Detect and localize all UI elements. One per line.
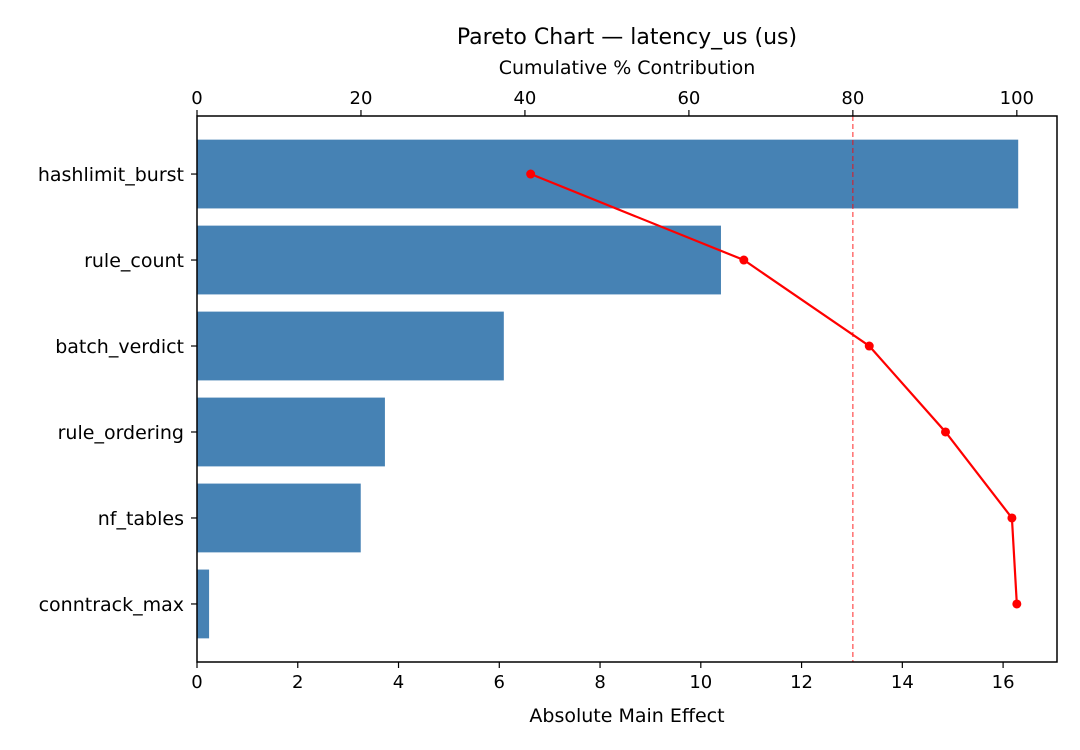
x-tick-label: 16 [992, 672, 1015, 693]
cumulative-line-series [526, 169, 1022, 609]
bar-conntrack_max [197, 569, 210, 639]
bottom-axis-label: Absolute Main Effect [529, 705, 724, 727]
x2-tick-label: 40 [513, 88, 536, 109]
cumulative-point [864, 341, 874, 351]
x2-tick-label: 60 [677, 88, 700, 109]
x2-tick-label: 100 [1000, 88, 1034, 109]
chart-title: Pareto Chart — latency_us (us) [457, 25, 797, 50]
x2-tick-label: 80 [841, 88, 864, 109]
bar-series [197, 139, 1019, 639]
top-axis-label: Cumulative % Contribution [499, 57, 756, 79]
cumulative-point [1007, 513, 1017, 523]
bar-nf_tables [197, 483, 361, 553]
x-tick-label: 4 [393, 672, 404, 693]
y-tick-label: batch_verdict [55, 336, 184, 358]
cumulative-point [1012, 599, 1022, 609]
x-tick-label: 10 [689, 672, 712, 693]
y-tick-label: hashlimit_burst [38, 164, 184, 186]
cumulative-point [739, 255, 749, 265]
y-axis: hashlimit_burst rule_count batch_verdictru… [38, 164, 197, 616]
top-x-axis: 0 20 40 60 80 100 [191, 88, 1034, 116]
y-tick-label: nf_tables [98, 508, 184, 530]
x-tick-label: 2 [292, 672, 303, 693]
cumulative-line [530, 173, 1018, 605]
y-tick-label: rule_ordering [58, 422, 184, 444]
x-tick-label: 12 [790, 672, 813, 693]
x-tick-label: 0 [191, 672, 202, 693]
x2-tick-label: 0 [191, 88, 202, 109]
bottom-x-axis: 0 2 4 6 8 10 12 14 16 [191, 662, 1015, 693]
bar-rule_count [197, 225, 721, 295]
x-tick-label: 6 [494, 672, 505, 693]
cumulative-point [941, 427, 951, 437]
cumulative-point [526, 169, 536, 179]
bar-hashlimit_burst [197, 139, 1019, 209]
x-tick-label: 14 [891, 672, 914, 693]
x-tick-label: 8 [594, 672, 605, 693]
y-tick-label: rule_count [84, 250, 184, 272]
bar-rule_ordering [197, 397, 385, 467]
bar-batch_verdict [197, 311, 504, 381]
plot-frame [196, 115, 1058, 663]
y-tick-label: conntrack_max [39, 594, 184, 616]
x2-tick-label: 20 [350, 88, 373, 109]
